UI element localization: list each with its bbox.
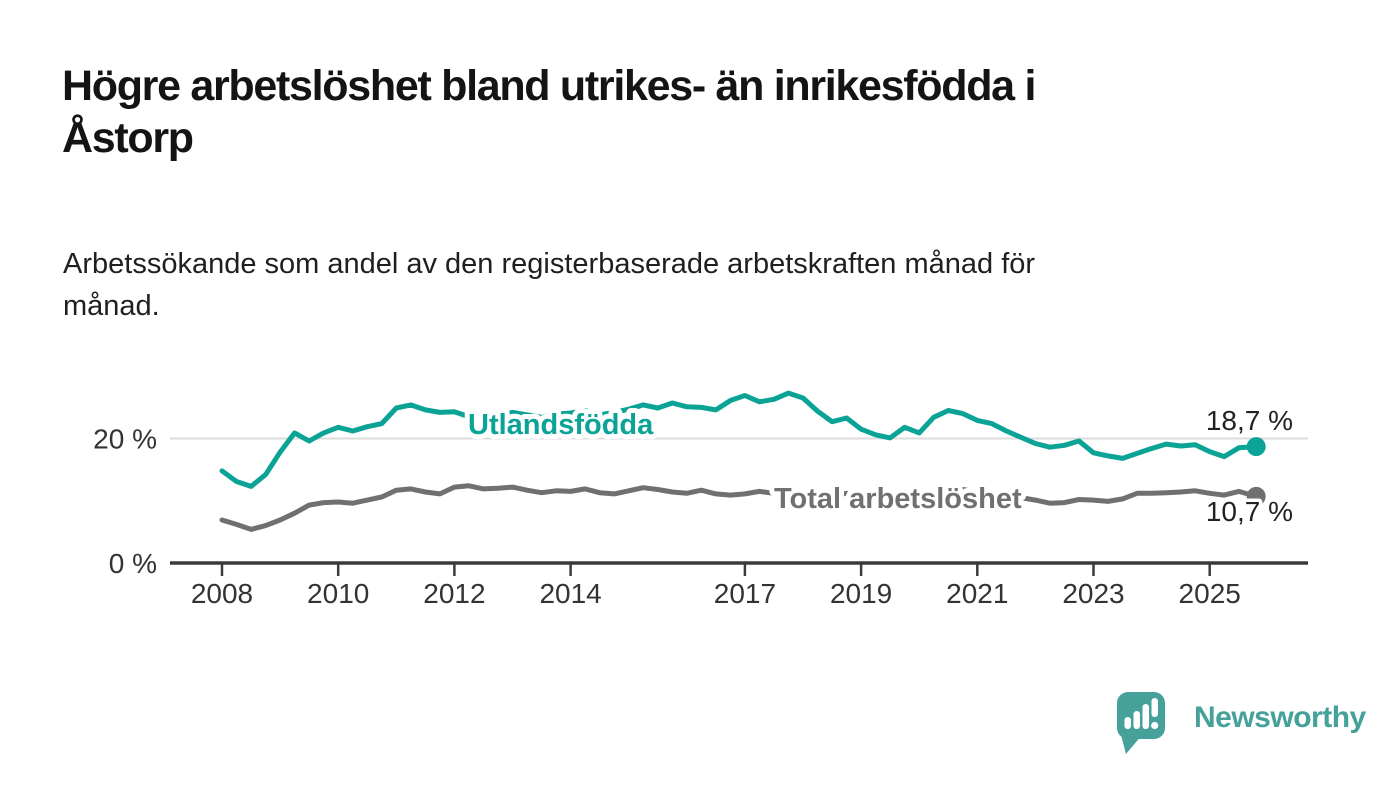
- brand-name: Newsworthy: [1194, 701, 1367, 734]
- y-axis-label: 0 %: [109, 548, 157, 579]
- series-label-total: Total arbetslöshet: [774, 483, 1022, 515]
- chart-title-line1: Högre arbetslöshet bland utrikes- än inr…: [62, 62, 1036, 110]
- chart-title: Högre arbetslöshet bland utrikes- än inr…: [62, 60, 1322, 165]
- series-end-dot-total: [1246, 486, 1266, 506]
- series-end-value-total: 10,7 %: [1206, 496, 1293, 527]
- x-axis-label: 2021: [946, 578, 1008, 609]
- series-line-utlandsfodda: [219, 390, 1259, 489]
- newsworthy-logo: Newsworthy: [1117, 692, 1367, 754]
- x-axis-label: 2014: [539, 578, 601, 609]
- chart-subtitle-line1: Arbetssökande som andel av den registerb…: [63, 248, 1036, 280]
- x-axis-label: 2019: [830, 578, 892, 609]
- y-axis-label: 20 %: [93, 424, 157, 455]
- bar-chart-speech-bubble-icon: [1117, 692, 1165, 754]
- line-chart: 0 % 20 % 2008 2010 2012 2014 2017 2019 2021 2023 2…: [93, 390, 1308, 609]
- x-axis-label: 2023: [1062, 578, 1124, 609]
- chart-subtitle: Arbetssökande som andel av den registerb…: [63, 243, 1323, 327]
- series-label-utlandsfodda: Utlandsfödda: [468, 409, 654, 441]
- x-axis-label: 2012: [423, 578, 485, 609]
- x-axis-label: 2008: [191, 578, 253, 609]
- chart-subtitle-line2: månad.: [63, 290, 160, 323]
- x-axis-label: 2010: [307, 578, 369, 609]
- series-line-total: [219, 483, 1259, 532]
- chart-title-line2: Åstorp: [62, 114, 194, 163]
- series-end-value-utlandsfodda: 18,7 %: [1206, 405, 1293, 436]
- series-end-dot-utlandsfodda: [1246, 437, 1266, 457]
- x-axis-label: 2017: [714, 578, 776, 609]
- x-axis-label: 2025: [1179, 578, 1241, 609]
